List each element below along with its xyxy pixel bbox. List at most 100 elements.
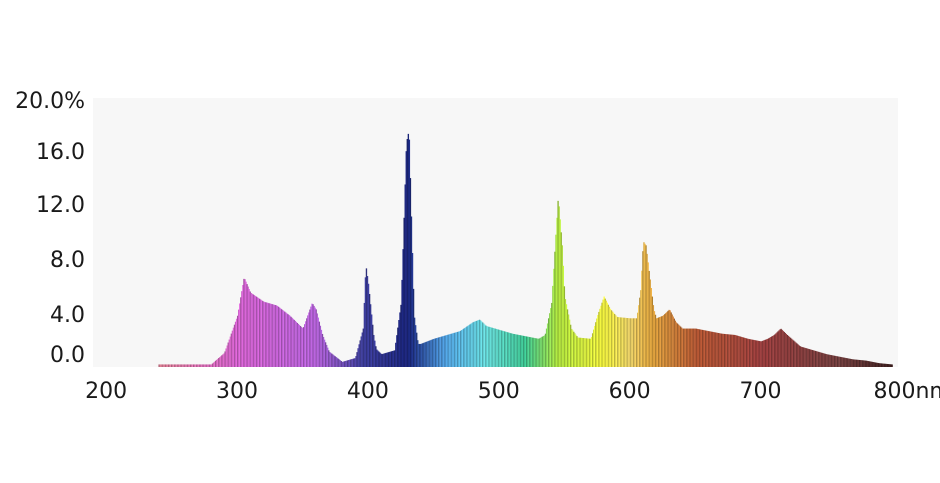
spectrum-bar (343, 361, 346, 367)
spectrum-bar (568, 319, 571, 367)
spectrum-bar (658, 317, 661, 367)
spectrum-bar (353, 358, 355, 367)
spectrum-bar (848, 358, 850, 367)
spectrum-bar (618, 317, 620, 367)
spectrum-bar (611, 311, 614, 367)
spectrum-bar (344, 360, 347, 367)
spectrum-bar (670, 312, 672, 367)
spectrum-bar (751, 339, 753, 367)
spectrum-bar (589, 338, 592, 367)
spectrum-bar (672, 316, 674, 367)
spectrum-bar (245, 281, 247, 367)
spectrum-bar (868, 361, 870, 367)
spectrum-bar (417, 340, 419, 367)
spectrum-bar (434, 338, 437, 367)
spectrum-bar (871, 361, 873, 367)
spectrum-bar (877, 363, 880, 367)
spectrum-bar (742, 337, 745, 367)
spectrum-bar (540, 337, 543, 367)
spectrum-bar (555, 234, 557, 367)
spectrum-bar (290, 316, 292, 367)
spectrum-bar (483, 323, 485, 367)
spectrum-bar (835, 356, 838, 367)
spectrum-bar (556, 217, 558, 367)
spectrum-bar (583, 338, 585, 367)
spectrum-bar (436, 337, 439, 367)
spectrum-bar (596, 318, 598, 367)
spectrum-bar (790, 338, 793, 367)
spectrum-bar (435, 338, 438, 367)
spectrum-bar (623, 317, 625, 367)
spectrum-bar (671, 314, 673, 367)
spectrum-bar (478, 319, 481, 367)
spectrum-bar (799, 346, 801, 367)
spectrum-bar (600, 305, 602, 367)
spectrum-bar (360, 336, 362, 367)
spectrum-bar (708, 331, 710, 367)
spectrum-bar (737, 335, 739, 367)
spectrum-bar (332, 354, 334, 367)
spectrum-bar (786, 334, 789, 367)
spectrum-bar (468, 325, 470, 367)
spectrum-bar (258, 298, 261, 367)
spectrum-bar (685, 328, 687, 367)
spectrum-bar (374, 340, 376, 367)
spectrum-bar (846, 358, 848, 367)
spectrum-bar (211, 363, 214, 367)
spectrum-bar (308, 312, 310, 367)
spectrum-bar (178, 364, 180, 367)
spectrum-bar (276, 305, 279, 367)
spectrum-bar (516, 334, 518, 367)
spectrum-bar (510, 333, 512, 367)
x-tick-label: 700 (740, 379, 782, 404)
spectrum-bar (511, 333, 513, 367)
spectrum-bar (716, 332, 718, 367)
spectrum-bar (219, 357, 221, 367)
spectrum-bar (534, 338, 536, 367)
spectrum-bar (736, 335, 738, 367)
spectrum-bar (674, 320, 677, 367)
spectrum-bar (229, 336, 231, 367)
spectrum-bar (263, 301, 265, 367)
spectrum-bar (439, 337, 441, 367)
spectrum-bar (341, 361, 344, 367)
spectrum-bar (255, 296, 258, 367)
spectrum-bar (464, 327, 466, 367)
spectrum-bar (347, 360, 350, 367)
spectrum-bar (712, 331, 714, 367)
spectrum-bar (403, 217, 405, 367)
spectrum-bar (265, 302, 267, 367)
spectrum-bar (310, 306, 312, 367)
spectrum-bar (426, 341, 428, 367)
spectrum-bar (595, 322, 597, 367)
spectrum-bar (732, 334, 734, 367)
spectrum-bar (669, 310, 671, 367)
spectrum-bar (531, 337, 533, 367)
spectrum-bar (767, 338, 770, 367)
spectrum-bar (266, 302, 268, 367)
spectrum-bar (690, 328, 692, 367)
spectrum-bar (683, 328, 685, 367)
spectrum-bar (220, 356, 222, 367)
y-tick-label: 16.0 (36, 140, 85, 165)
spectrum-bar (195, 364, 197, 367)
spectrum-bar (378, 351, 380, 367)
spectrum-bar (484, 324, 486, 367)
spectrum-bar (649, 279, 651, 367)
spectrum-bar (400, 304, 402, 367)
spectrum-bar (418, 343, 420, 367)
spectrum-bar (522, 335, 525, 367)
spectrum-bar (408, 139, 411, 367)
spectrum-bar (431, 339, 434, 367)
spectrum-bar (306, 318, 308, 367)
spectrum-bar (664, 313, 666, 367)
spectrum-bar (738, 336, 740, 367)
spectrum-bar (251, 293, 253, 367)
spectrum-bar (619, 317, 621, 367)
x-tick-label: 500 (478, 379, 520, 404)
spectrum-bar (743, 337, 746, 367)
spectrum-bar (466, 326, 468, 367)
spectrum-bar (753, 339, 755, 367)
spectrum-bar (691, 328, 693, 367)
spectrum-bar (394, 350, 396, 367)
